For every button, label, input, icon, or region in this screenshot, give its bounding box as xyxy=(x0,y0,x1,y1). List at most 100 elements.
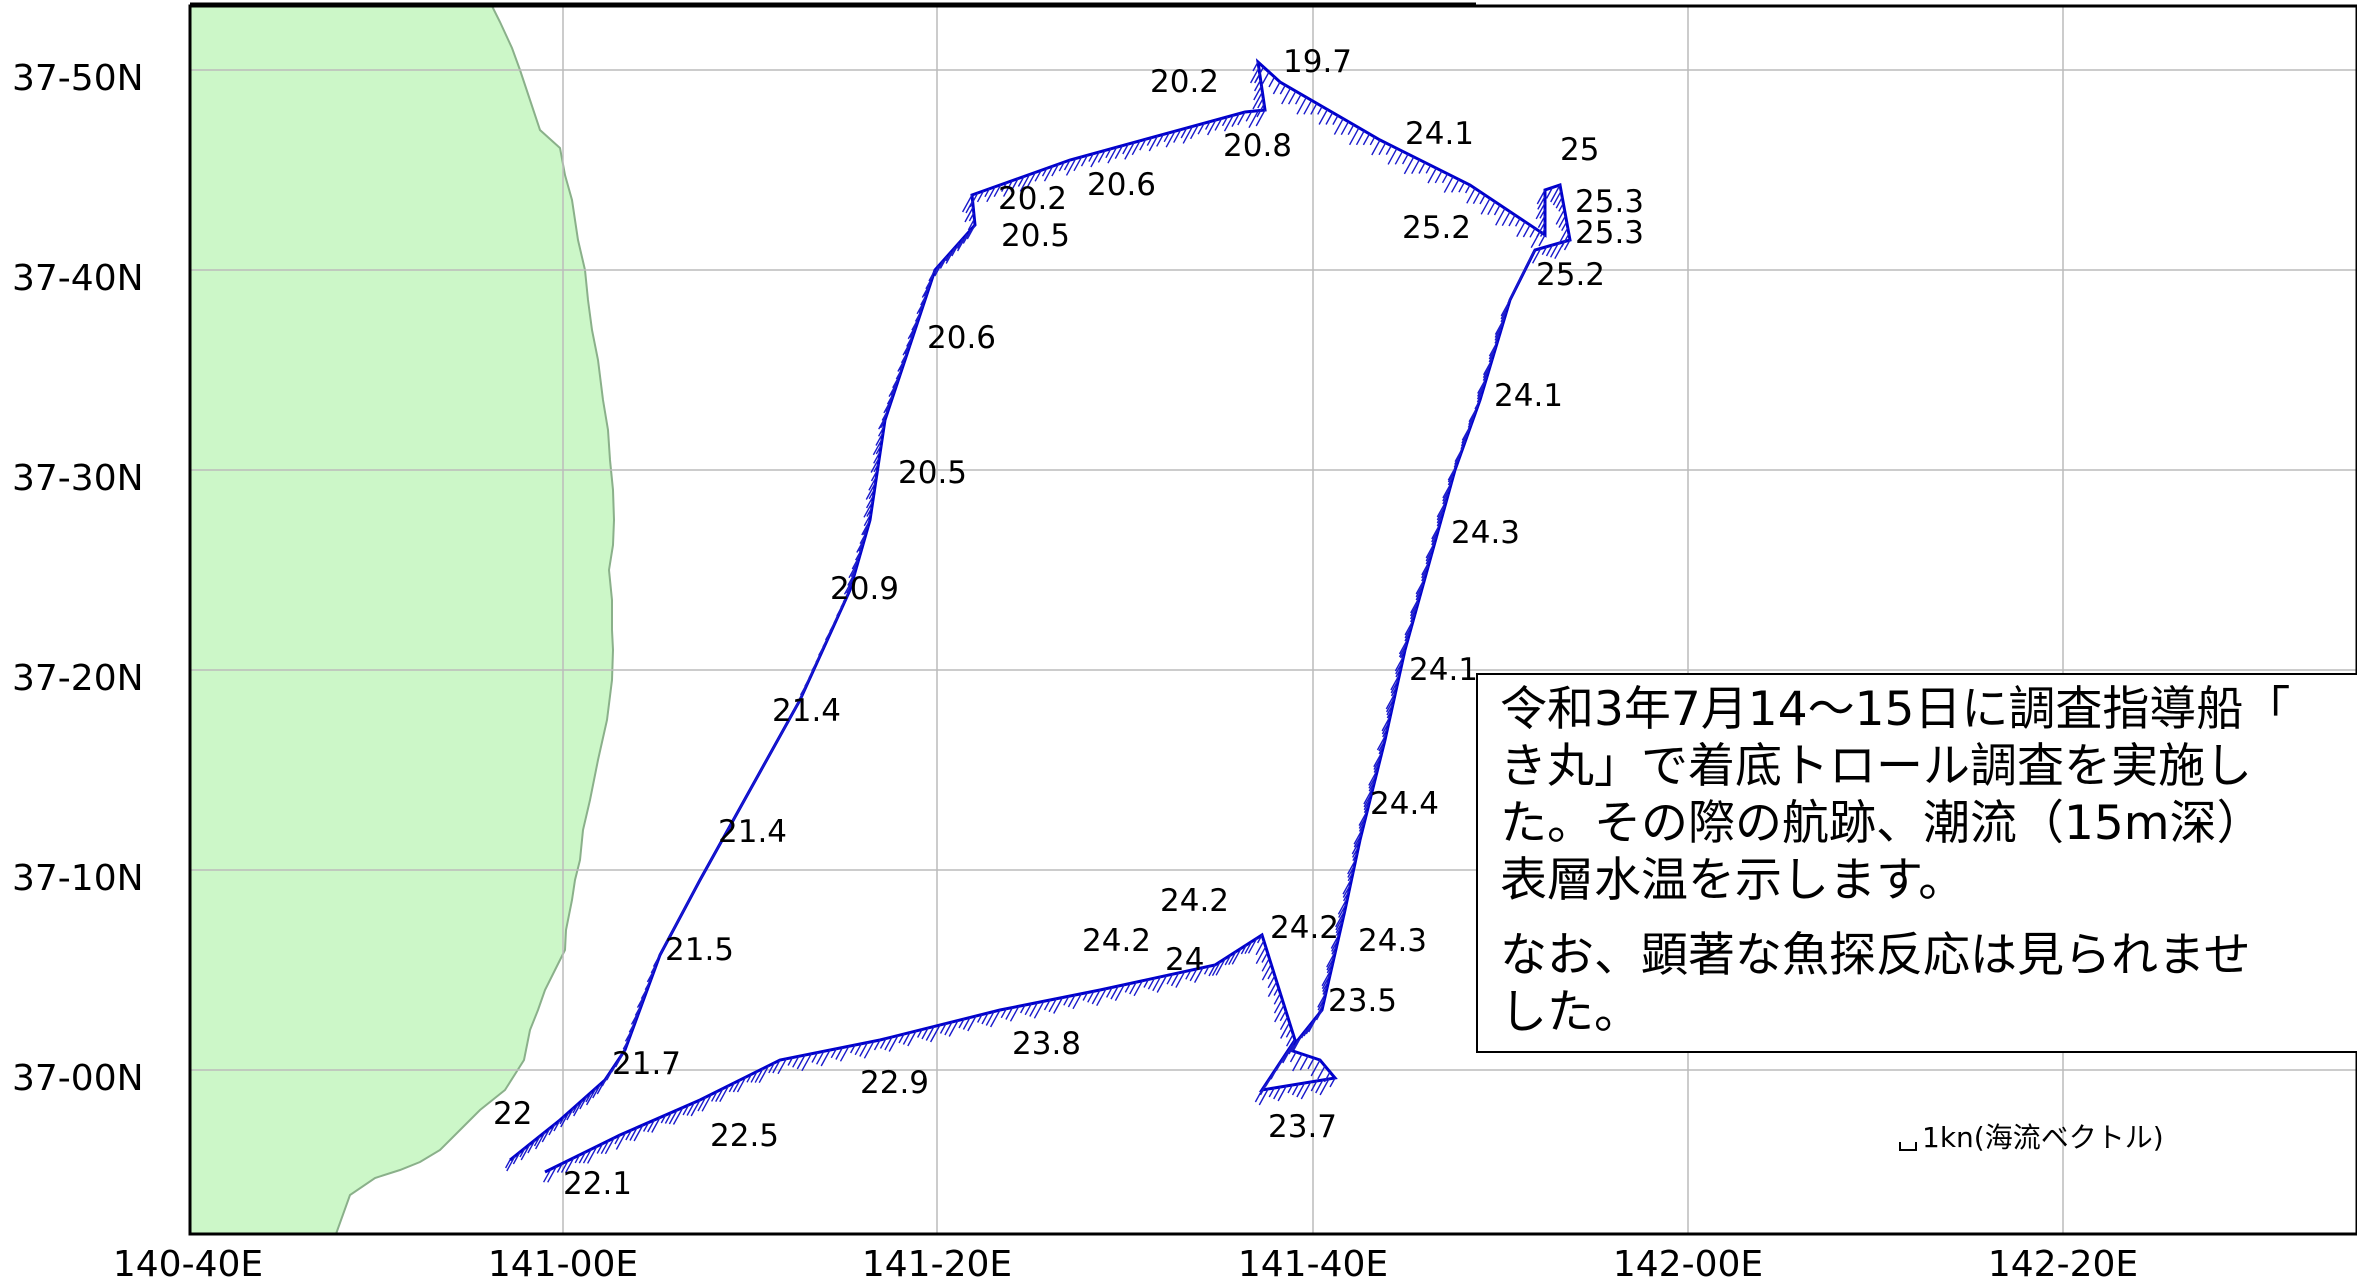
current-vector xyxy=(1273,998,1283,1014)
current-vector xyxy=(1358,816,1367,829)
current-vector xyxy=(615,1132,627,1150)
current-vector xyxy=(1371,139,1381,156)
current-vector xyxy=(1267,981,1278,998)
lat-label: 37-00N xyxy=(12,1058,144,1099)
current-vector xyxy=(1281,87,1292,105)
current-vector xyxy=(1080,154,1089,167)
current-vector xyxy=(1005,1007,1014,1020)
current-vector xyxy=(719,1085,730,1103)
current-vector xyxy=(1442,487,1451,502)
current-vector xyxy=(1404,631,1411,642)
current-vector xyxy=(592,1083,602,1099)
current-vector xyxy=(527,1139,536,1154)
temperature-label: 24.2 xyxy=(1160,883,1229,919)
current-vector xyxy=(906,333,915,347)
current-vector xyxy=(1147,977,1156,990)
current-vector xyxy=(1273,1086,1281,1100)
current-vector xyxy=(897,356,907,372)
current-vector xyxy=(945,247,956,264)
current-vector xyxy=(1315,1009,1323,1021)
current-vector xyxy=(1454,446,1464,463)
current-vector xyxy=(1211,961,1221,977)
current-vector xyxy=(1285,1027,1292,1038)
current-vector xyxy=(1019,1004,1026,1014)
current-vector xyxy=(1394,150,1404,165)
current-vector xyxy=(1494,317,1506,335)
current-vector xyxy=(830,1048,837,1059)
current-vector xyxy=(1342,890,1350,902)
lon-label: 141-20E xyxy=(862,1244,1012,1283)
temperature-label: 24.3 xyxy=(1451,515,1520,551)
current-vector xyxy=(1208,964,1216,977)
current-vector xyxy=(1482,370,1490,381)
current-vector xyxy=(1029,1002,1039,1017)
lon-label: 141-40E xyxy=(1238,1244,1388,1283)
current-vector xyxy=(916,1029,923,1038)
current-vector xyxy=(868,475,878,491)
current-vector xyxy=(879,419,886,429)
current-vector xyxy=(1461,428,1471,444)
current-vector xyxy=(1317,1065,1326,1080)
current-vector xyxy=(560,1160,569,1173)
current-vector xyxy=(918,304,925,313)
current-vector xyxy=(1114,145,1124,159)
current-vector xyxy=(1255,940,1265,956)
temperature-label: 24.4 xyxy=(1370,786,1439,822)
current-vector xyxy=(1431,523,1441,540)
current-vector xyxy=(859,531,868,545)
current-vector xyxy=(872,438,883,456)
current-vector xyxy=(1182,126,1194,144)
current-vector xyxy=(614,1049,626,1068)
current-vector xyxy=(1000,1008,1007,1019)
current-vector xyxy=(686,1102,695,1116)
current-vector xyxy=(1041,167,1048,177)
current-vector xyxy=(1105,148,1112,159)
current-vector xyxy=(1303,99,1313,115)
current-vector xyxy=(582,1148,592,1164)
current-vector xyxy=(1110,985,1119,1000)
temperature-label: 24.1 xyxy=(1494,378,1563,414)
current-vector xyxy=(1522,224,1531,238)
current-vector xyxy=(878,413,888,430)
current-vector xyxy=(1254,66,1265,84)
current-vector xyxy=(1308,1014,1319,1033)
current-vector xyxy=(1461,422,1473,441)
ship-track xyxy=(504,58,1572,1183)
current-vector xyxy=(1286,1039,1296,1056)
lat-label: 37-20N xyxy=(12,658,144,699)
temperature-label: 20.2 xyxy=(998,181,1067,217)
current-vector xyxy=(1261,952,1269,963)
current-vector xyxy=(777,1058,787,1075)
current-vector xyxy=(907,321,919,340)
current-vector xyxy=(1353,827,1364,845)
current-vector xyxy=(907,1030,917,1047)
current-vector xyxy=(961,194,973,213)
current-vector xyxy=(1335,909,1346,928)
current-vector xyxy=(1267,969,1274,980)
current-vector xyxy=(564,1157,575,1174)
temperature-label: 22 xyxy=(493,1096,532,1132)
current-vector xyxy=(881,408,890,421)
current-vector xyxy=(574,1154,581,1164)
current-vector xyxy=(697,1096,707,1112)
current-vector xyxy=(1221,116,1229,127)
current-vector xyxy=(1087,990,1095,1003)
current-vector xyxy=(1500,305,1509,320)
current-vector xyxy=(1362,133,1371,146)
current-vector xyxy=(1508,214,1516,227)
current-vector xyxy=(868,488,876,500)
temperature-label: 25 xyxy=(1560,132,1599,168)
current-vector xyxy=(1285,1033,1294,1047)
current-vector xyxy=(939,256,948,269)
lat-label: 37-30N xyxy=(12,458,144,499)
current-vector xyxy=(1291,1083,1300,1096)
current-vector xyxy=(1353,833,1363,848)
current-vector xyxy=(624,1025,635,1042)
current-vector xyxy=(630,1008,641,1025)
current-vector xyxy=(967,218,976,231)
current-vector xyxy=(939,1023,947,1034)
current-vector xyxy=(1434,170,1443,184)
current-vector xyxy=(1500,311,1508,323)
current-vector xyxy=(1033,1000,1045,1019)
current-vector xyxy=(968,212,975,222)
